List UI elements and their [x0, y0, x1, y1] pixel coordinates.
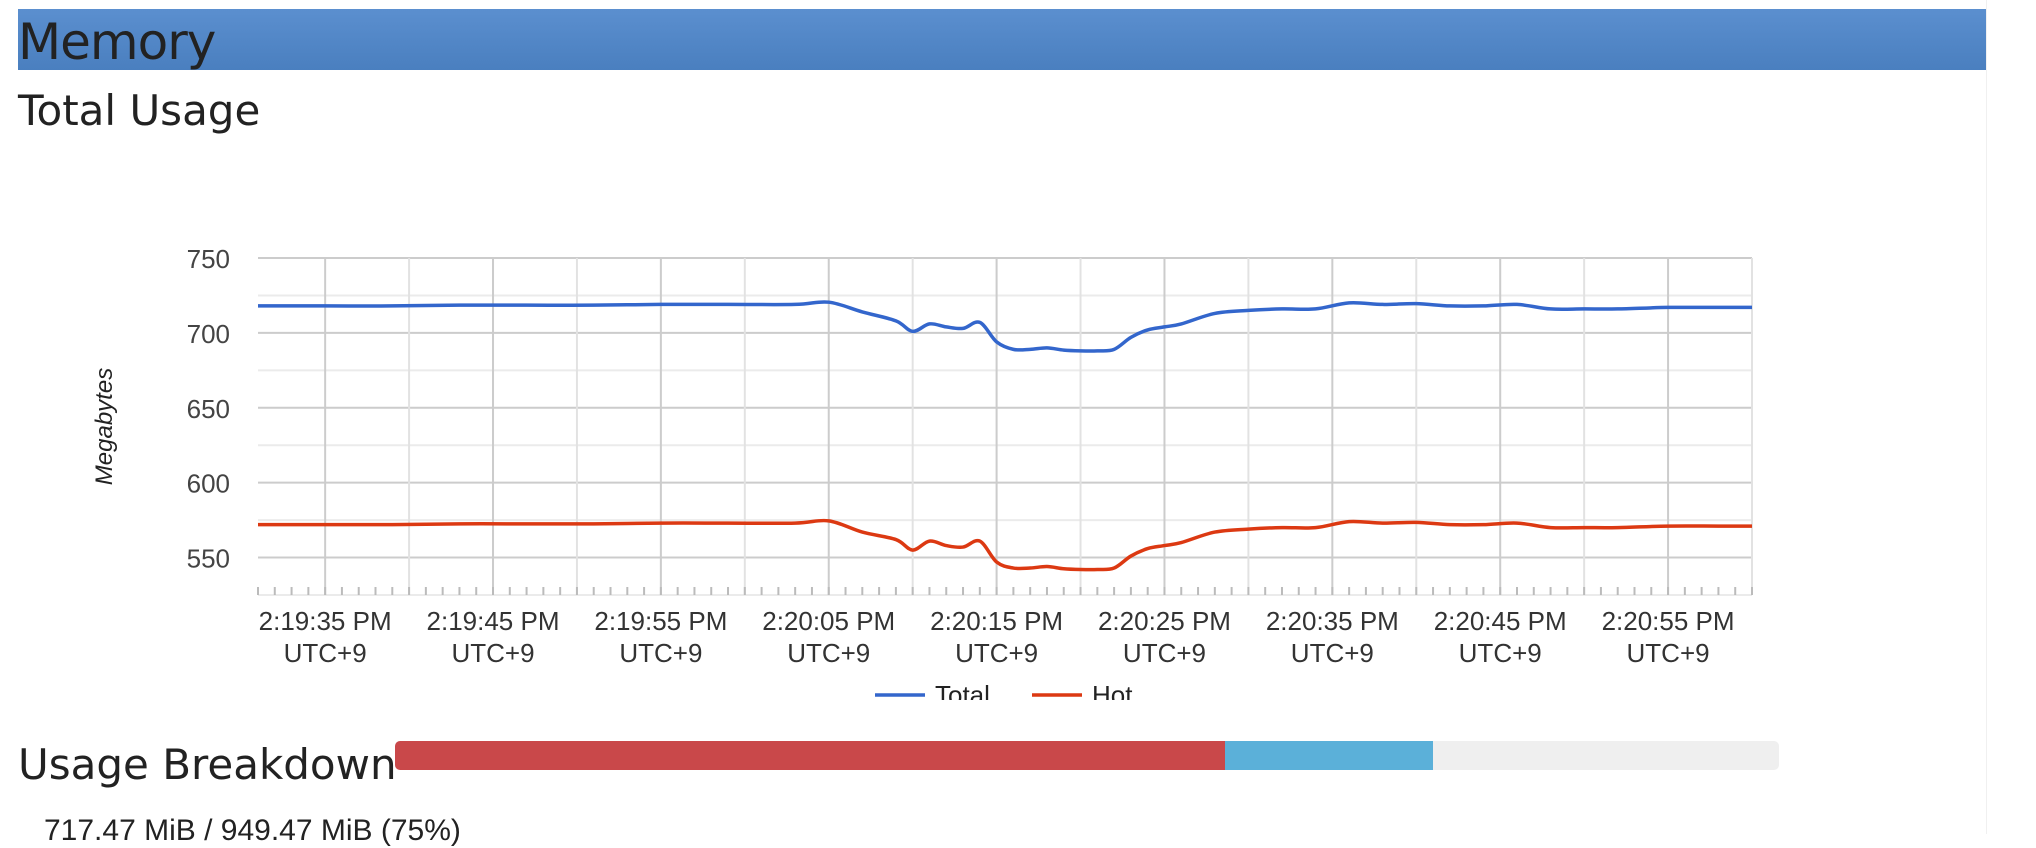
x-tick-label: 2:20:45 PM [1434, 606, 1567, 636]
usage-summary: 717.47 MiB / 949.47 MiB (75%) [44, 814, 461, 847]
y-axis-label: Megabytes [91, 368, 118, 485]
legend-label-hot: Hot [1092, 680, 1133, 700]
total-usage-chart: 550 600 650 700 750 Megabytes 2:19:35 PM UTC+9 2… [0, 140, 2036, 710]
right-margin [1986, 0, 2036, 834]
y-tick-label: 650 [187, 394, 230, 424]
total-usage-title: Total Usage [18, 86, 261, 135]
x-tick-tz-label: UTC+9 [955, 638, 1038, 668]
page-title: Memory [18, 13, 216, 71]
x-tick-tz-label: UTC+9 [1291, 638, 1374, 668]
legend-label-total: Total [935, 680, 990, 700]
x-tick-tz-label: UTC+9 [451, 638, 534, 668]
usage-breakdown-title: Usage Breakdown [18, 740, 397, 789]
x-tick-label: 2:19:35 PM [259, 606, 392, 636]
x-tick-label: 2:20:25 PM [1098, 606, 1231, 636]
x-tick-tz-label: UTC+9 [1627, 638, 1710, 668]
usage-segment-hot [395, 741, 1226, 770]
x-tick-tz-label: UTC+9 [787, 638, 870, 668]
series-line-hot [258, 518, 1752, 572]
x-tick-label: 2:20:35 PM [1266, 606, 1399, 636]
x-tick-label: 2:19:55 PM [594, 606, 727, 636]
y-tick-label: 700 [187, 319, 230, 349]
memory-header-bar: Memory [18, 9, 1986, 71]
x-tick-tz-label: UTC+9 [284, 638, 367, 668]
usage-breakdown-bar [395, 741, 1779, 770]
y-tick-label: 550 [187, 544, 230, 574]
y-tick-label: 600 [187, 469, 230, 499]
x-tick-tz-label: UTC+9 [619, 638, 702, 668]
x-tick-label: 2:20:05 PM [762, 606, 895, 636]
usage-segment-cold [1225, 741, 1433, 770]
x-tick-label: 2:19:45 PM [427, 606, 560, 636]
series-line-total [258, 300, 1752, 353]
x-tick-tz-label: UTC+9 [1123, 638, 1206, 668]
x-tick-tz-label: UTC+9 [1459, 638, 1542, 668]
y-tick-label: 750 [187, 244, 230, 274]
x-tick-label: 2:20:15 PM [930, 606, 1063, 636]
left-margin [0, 0, 18, 834]
x-tick-label: 2:20:55 PM [1602, 606, 1735, 636]
